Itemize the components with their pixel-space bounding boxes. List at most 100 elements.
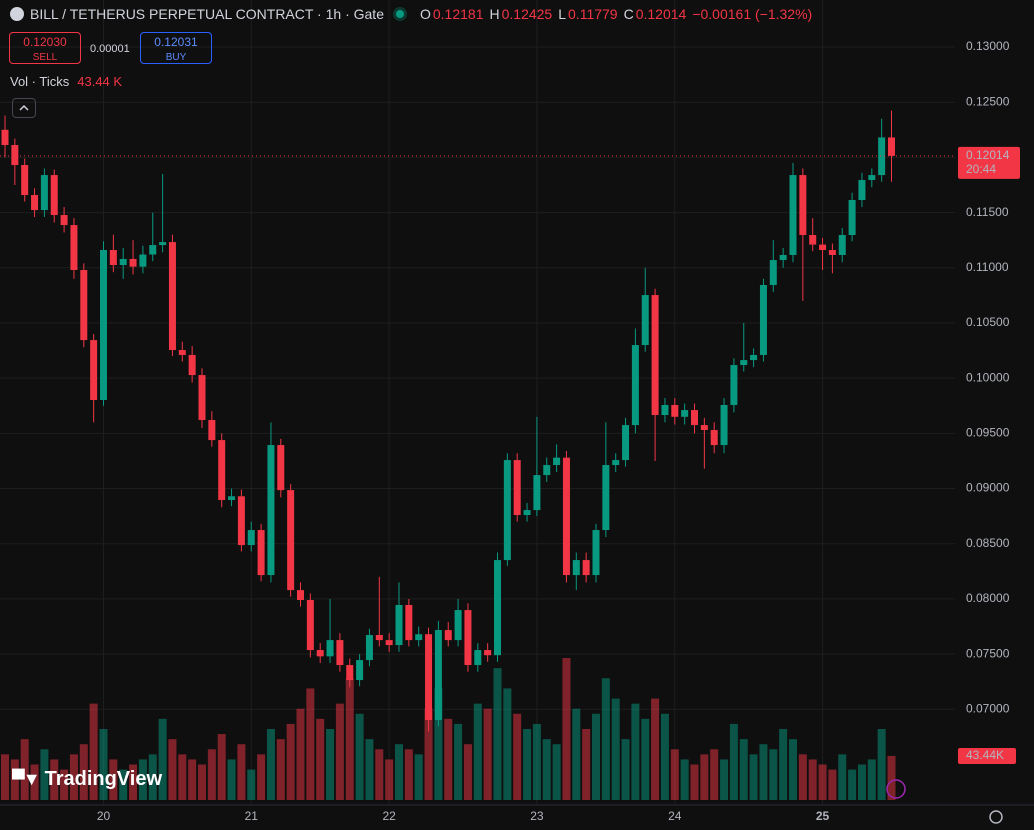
collapse-icon xyxy=(19,104,29,111)
volume-bar xyxy=(631,703,640,800)
volume-bar xyxy=(79,744,88,800)
ohlc-key: H xyxy=(489,6,500,22)
candle-body xyxy=(139,254,147,267)
buy-button[interactable]: 0.12031 BUY xyxy=(140,32,212,64)
candle-body xyxy=(779,254,787,261)
volume-bar xyxy=(60,769,69,800)
symbol-title[interactable]: BILL / TETHERUS PERPETUAL CONTRACT · 1h … xyxy=(30,6,384,22)
volume-bar xyxy=(129,764,138,800)
volume-bar xyxy=(621,739,630,800)
volume-bar xyxy=(739,739,748,800)
volume-bar xyxy=(700,754,709,800)
sell-button[interactable]: 0.12030 SELL xyxy=(9,32,81,64)
candle-body xyxy=(622,425,630,461)
volume-bar xyxy=(789,739,797,800)
candle-body xyxy=(750,354,758,361)
volume-bar xyxy=(857,764,866,800)
volume-bar xyxy=(276,739,285,800)
candle-body xyxy=(405,604,413,641)
candle-body xyxy=(159,242,167,246)
candle-body xyxy=(237,496,245,546)
x-tick-label: 24 xyxy=(668,809,682,823)
volume-value: 43.44 K xyxy=(77,74,123,89)
candle-body xyxy=(100,250,107,401)
candle-body xyxy=(346,665,354,681)
volume-bar xyxy=(168,739,177,800)
volume-bar xyxy=(414,754,423,800)
candle-body xyxy=(336,640,344,666)
volume-bar xyxy=(247,769,256,800)
ohlc-key: C xyxy=(623,6,634,22)
candle-body xyxy=(494,560,501,656)
volume-bar xyxy=(838,754,847,800)
candle-body xyxy=(40,175,48,211)
volume-bar xyxy=(188,759,197,800)
branding[interactable]: ▀▼ TradingView xyxy=(12,768,162,791)
ohlc-key: O xyxy=(419,6,431,22)
volume-bar xyxy=(257,754,266,800)
candle-body xyxy=(602,465,610,531)
candle-body xyxy=(395,604,403,646)
candle-body xyxy=(385,640,393,646)
candle-body xyxy=(11,145,19,166)
candle-body xyxy=(720,404,728,446)
volume-name: Vol · Ticks xyxy=(10,74,70,89)
candle-body xyxy=(789,175,797,255)
volume-bar xyxy=(641,718,650,800)
volume-bar xyxy=(138,759,147,800)
volume-bar xyxy=(503,688,512,800)
candle-body xyxy=(474,650,482,666)
ohlc-key: L xyxy=(558,6,567,22)
candle-body xyxy=(454,610,462,641)
y-tick-label: 0.07000 xyxy=(966,701,1010,715)
volume-bar xyxy=(198,764,206,800)
brand-mark: ▀▼ xyxy=(12,769,41,789)
volume-bar xyxy=(720,759,729,800)
volume-badge xyxy=(958,747,1016,764)
volume-bar xyxy=(680,759,689,800)
y-tick-label: 0.13000 xyxy=(966,39,1010,53)
candle-body xyxy=(809,234,817,245)
volume-bar xyxy=(670,749,679,800)
volume-bar xyxy=(20,739,29,800)
candle-body xyxy=(838,234,846,255)
x-tick-label: 25 xyxy=(816,809,830,823)
price-badge-countdown: 20:44 xyxy=(966,162,996,176)
candle-body xyxy=(31,195,39,211)
ohlc-value: 0.12181 xyxy=(432,6,484,22)
candle-body xyxy=(868,175,876,181)
volume-bar xyxy=(266,729,275,800)
price-badge-value: 0.12014 xyxy=(966,148,1010,162)
candle-body xyxy=(375,635,383,641)
volume-bar xyxy=(552,744,561,800)
candle-body xyxy=(858,180,866,201)
volume-bar xyxy=(582,729,591,800)
volume-bar xyxy=(444,718,453,800)
volume-bar xyxy=(395,744,403,800)
candle-body xyxy=(208,419,216,441)
sell-price: 0.12030 xyxy=(23,35,67,49)
volume-bar xyxy=(237,744,246,800)
volume-bar xyxy=(365,739,374,800)
volume-bar xyxy=(30,764,39,800)
brand-name: TradingView xyxy=(44,768,163,790)
candle-body xyxy=(109,250,117,266)
candle-body xyxy=(523,510,531,516)
volume-bar xyxy=(10,759,19,800)
volume-bar xyxy=(345,678,354,800)
candle-body xyxy=(129,258,137,267)
y-tick-label: 0.09500 xyxy=(966,426,1010,440)
volume-bar xyxy=(424,708,433,800)
candle-body xyxy=(267,445,275,576)
collapse-button[interactable] xyxy=(12,98,36,118)
volume-bar xyxy=(601,678,610,800)
candle-body xyxy=(740,360,748,366)
ohlc-value: 0.12425 xyxy=(501,6,553,22)
volume-bar xyxy=(592,713,600,800)
volume-bar xyxy=(355,713,364,800)
candle-body xyxy=(90,340,98,401)
volume-bar xyxy=(89,703,98,800)
price-axis-bg xyxy=(955,0,1034,830)
